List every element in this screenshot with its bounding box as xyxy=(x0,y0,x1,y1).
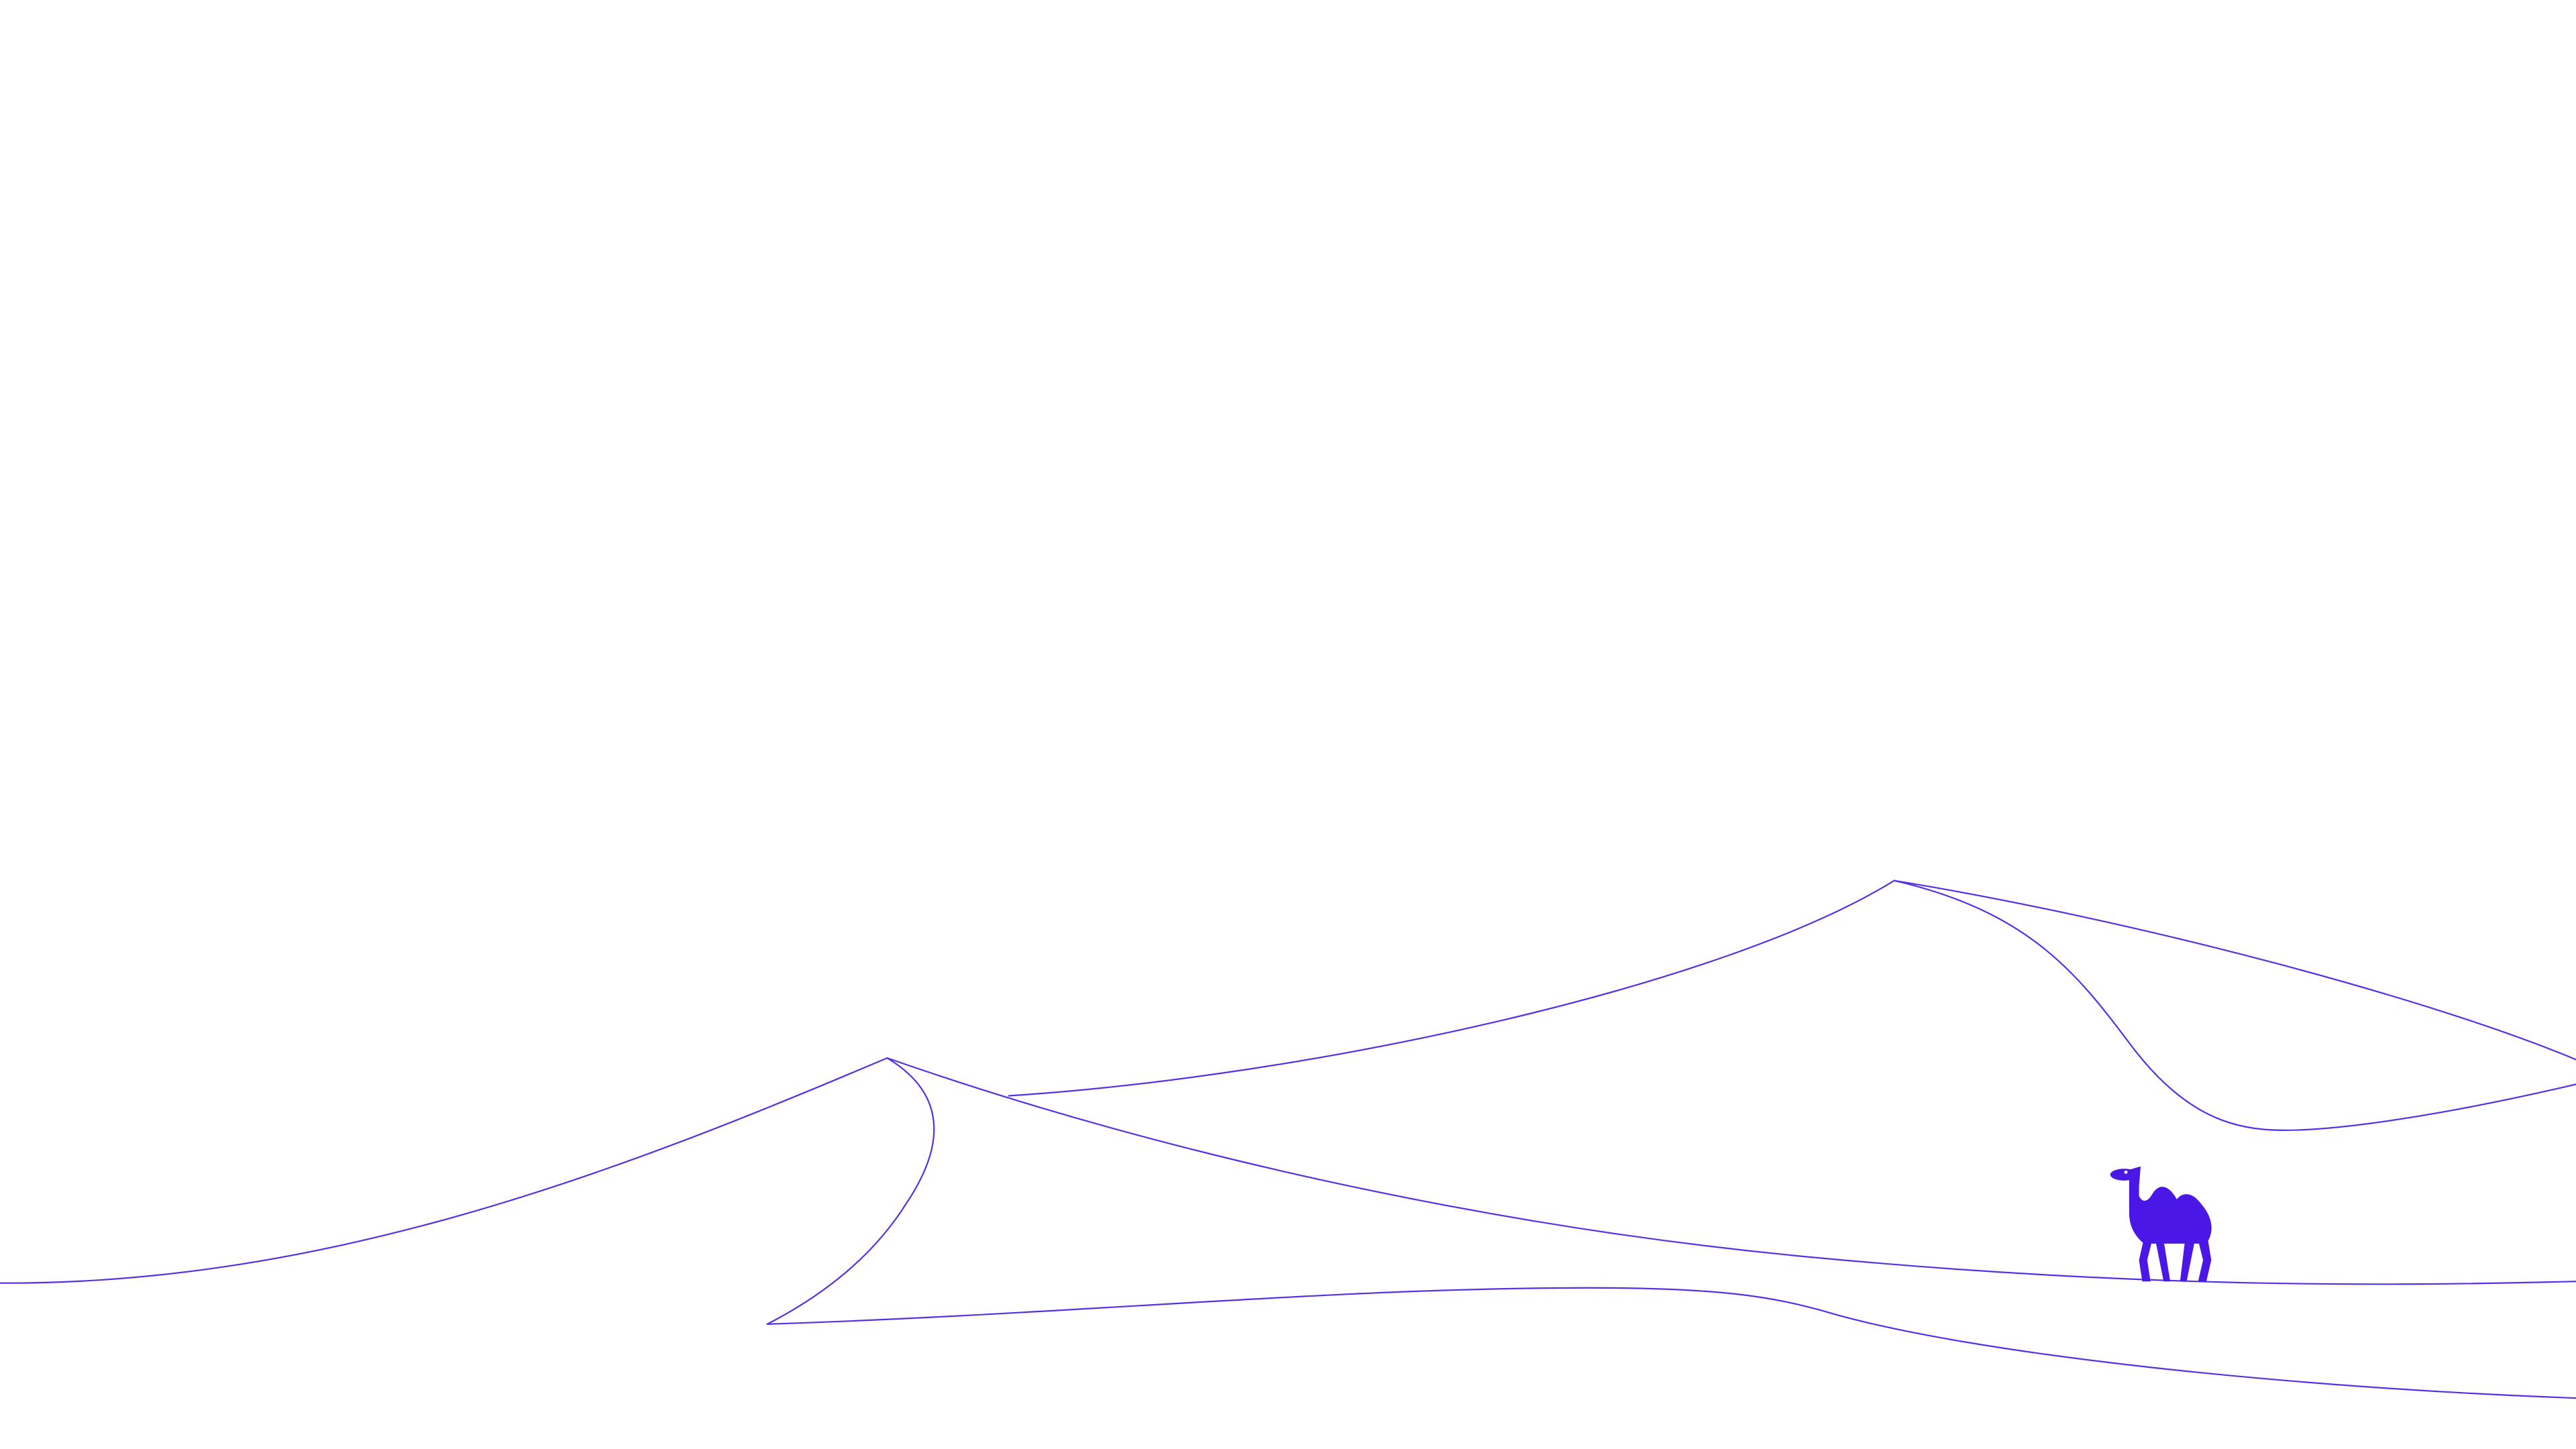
camel-leg xyxy=(2155,1240,2171,1282)
camel-leg xyxy=(2198,1240,2212,1282)
camel-leg xyxy=(2139,1238,2153,1282)
back-dune-left-slope xyxy=(1008,879,1895,1097)
camel-leg xyxy=(2180,1240,2195,1282)
front-dune-left-slope xyxy=(0,1057,888,1284)
front-dune-ridge xyxy=(766,1057,935,1325)
camel-eye xyxy=(2124,1170,2128,1174)
front-dune-base xyxy=(766,1287,2576,1399)
camel-neck-body xyxy=(2129,1166,2212,1244)
back-dune-right-slope xyxy=(1893,879,2576,1061)
camel xyxy=(2110,1166,2212,1282)
back-dune-ridge xyxy=(1893,879,2576,1132)
front-dune-right-slope xyxy=(886,1057,2576,1285)
